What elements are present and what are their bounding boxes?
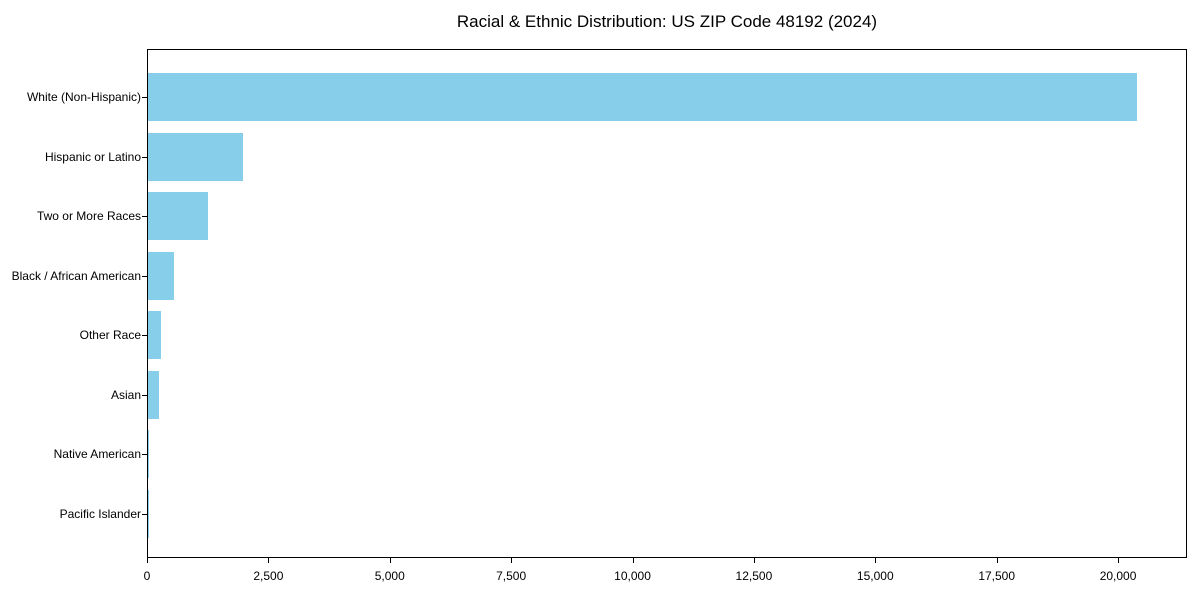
x-tick-label: 5,000 [374,569,405,583]
y-tick [142,97,147,98]
bar [148,132,243,181]
bar [148,370,159,419]
x-tick-label: 7,500 [496,569,527,583]
bar [148,311,161,360]
x-tick-label: 0 [143,569,151,583]
x-tick [875,558,877,563]
x-tick [511,558,513,563]
x-tick-label: 15,000 [856,569,894,583]
bar [148,251,174,300]
x-tick [632,558,634,563]
y-axis-category-label: Pacific Islander [59,506,141,521]
x-tick-label: 20,000 [1099,569,1137,583]
x-tick-label: 10,000 [614,569,651,583]
x-tick [996,558,998,563]
x-tick [1118,558,1120,563]
chart-title: Racial & Ethnic Distribution: US ZIP Cod… [456,12,878,31]
y-axis-category-label: Black / African American [11,268,141,283]
y-axis-category-label: Other Race [79,328,141,343]
y-tick [142,216,147,218]
y-tick [142,394,147,396]
y-tick [142,513,147,515]
y-axis-category-label: Asian [110,387,141,402]
x-tick [389,558,391,563]
y-axis-category-label: White (Non-Hispanic) [26,90,141,104]
y-axis-category-label: Two or More Races [36,209,141,224]
bar [148,430,150,479]
y-tick [142,454,147,456]
bar [148,73,1137,121]
y-axis-category-label: Native American [53,447,141,462]
y-tick [142,275,147,277]
plot-area [147,49,1187,558]
y-tick [142,156,147,158]
x-tick [753,558,755,563]
x-tick-label: 2,500 [253,569,284,583]
x-tick [147,558,148,563]
x-tick-label: 12,500 [735,569,773,583]
x-tick-label: 17,500 [978,569,1016,583]
y-tick [142,335,147,337]
y-axis-category-label: Hispanic or Latino [44,149,141,164]
x-tick [268,558,270,563]
bar [148,192,209,241]
